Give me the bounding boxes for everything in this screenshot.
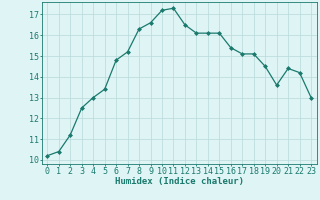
X-axis label: Humidex (Indice chaleur): Humidex (Indice chaleur) (115, 177, 244, 186)
